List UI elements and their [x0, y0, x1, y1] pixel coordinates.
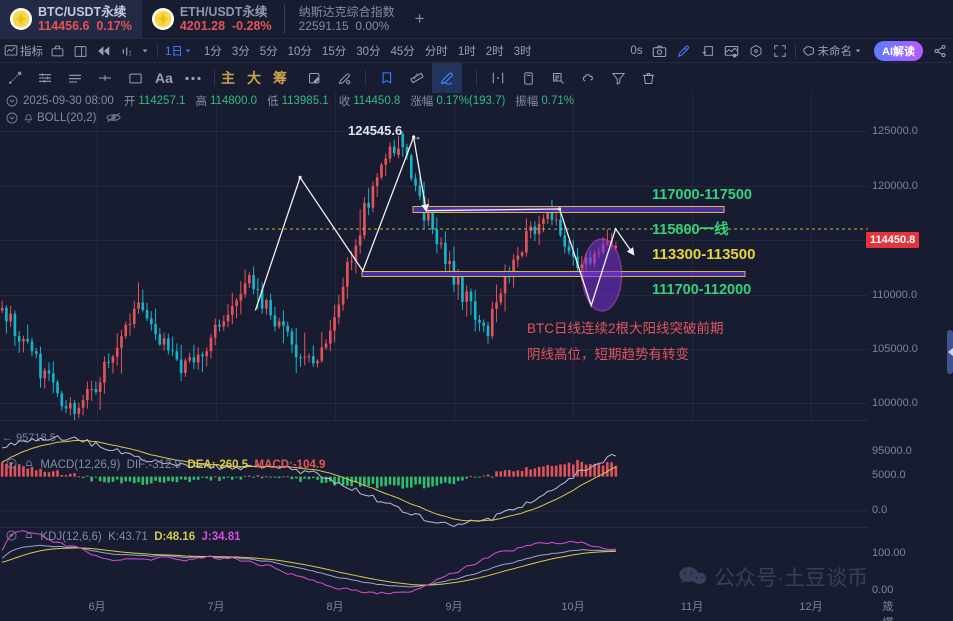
- svg-text:113300-113500: 113300-113500: [652, 246, 755, 263]
- svg-text:117000-117500: 117000-117500: [652, 187, 752, 203]
- svg-text:BTC日线连续2根大阳线突破前期: BTC日线连续2根大阳线突破前期: [527, 320, 724, 336]
- svg-text:阴线高位，短期趋势有转变: 阴线高位，短期趋势有转变: [527, 346, 689, 362]
- svg-text:115800一线: 115800一线: [652, 220, 729, 238]
- svg-text:111700-112000: 111700-112000: [652, 282, 751, 298]
- svg-text:→: →: [410, 129, 422, 143]
- svg-text:124545.6: 124545.6: [348, 123, 402, 138]
